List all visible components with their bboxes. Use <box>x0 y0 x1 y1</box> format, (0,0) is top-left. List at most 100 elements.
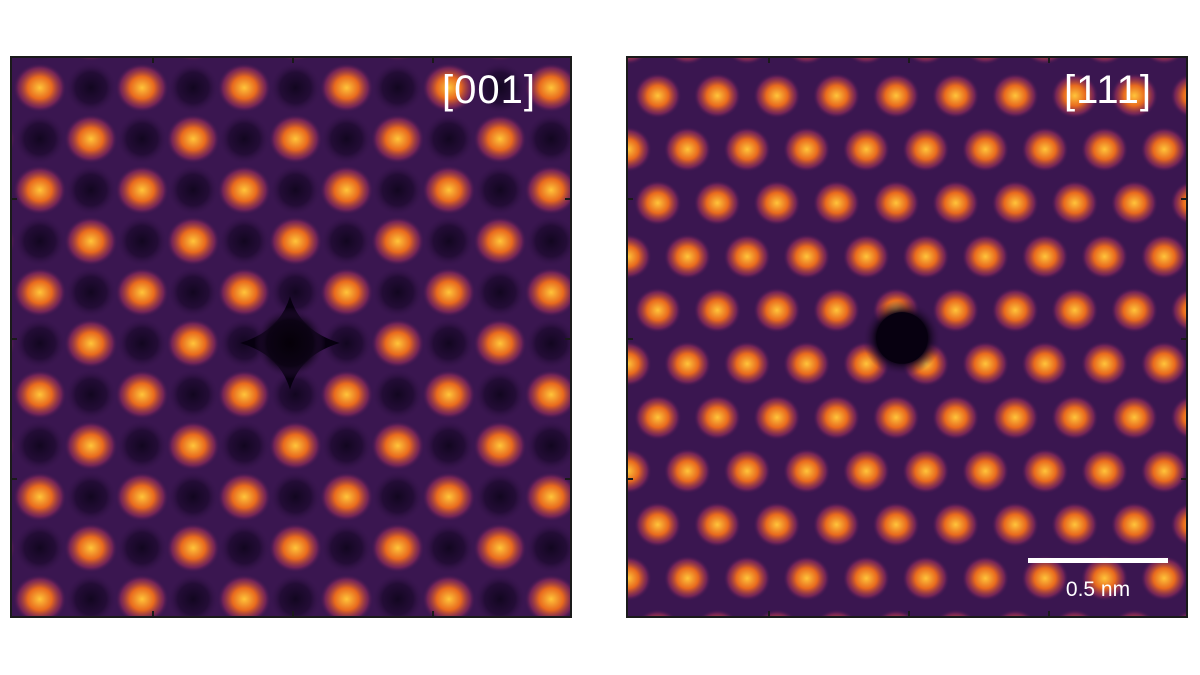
atom-column <box>1080 448 1129 494</box>
dark-atom-column <box>167 368 220 421</box>
atom-column <box>633 394 682 441</box>
dark-atom-column <box>65 164 117 216</box>
atom-column <box>628 233 652 280</box>
atom-column <box>991 72 1040 119</box>
dark-atom-column <box>536 58 566 63</box>
atom-column <box>179 58 207 62</box>
atom-column <box>931 394 980 441</box>
dark-atom-column <box>320 317 373 370</box>
atom-column <box>663 448 712 494</box>
atom-column <box>13 574 67 616</box>
axis-tick <box>432 611 434 616</box>
atom-column <box>991 287 1040 334</box>
atom-column <box>1117 609 1152 616</box>
axis-tick <box>1181 338 1186 340</box>
dark-atom-column <box>423 215 475 268</box>
atom-column <box>700 609 735 616</box>
dark-atom-column <box>218 113 271 165</box>
dark-atom-column <box>371 266 424 319</box>
dark-atom-column <box>320 215 373 268</box>
atom-column <box>1170 181 1186 225</box>
atom-column <box>166 420 221 471</box>
dark-atom-column <box>116 113 168 165</box>
atom-column <box>217 472 272 522</box>
atom-column <box>902 233 950 280</box>
atom-column <box>812 287 861 334</box>
atom-column <box>723 448 771 494</box>
atom-column <box>878 609 914 616</box>
dark-atom-column <box>167 471 220 523</box>
atom-column <box>1087 58 1122 65</box>
atom-column <box>1176 610 1186 616</box>
axis-tick <box>152 58 154 63</box>
atom-column <box>812 72 861 119</box>
atom-column <box>12 369 67 420</box>
atom-column <box>663 555 712 602</box>
atom-column <box>782 555 831 602</box>
atom-column <box>1170 74 1186 118</box>
atom-column <box>968 58 1003 65</box>
dark-atom-column <box>167 573 220 616</box>
axis-tick <box>768 611 770 616</box>
axis-tick <box>1048 611 1050 616</box>
atom-column <box>961 126 1010 173</box>
atom-column <box>1050 287 1099 334</box>
atom-column <box>938 609 973 616</box>
atom-column <box>486 58 514 62</box>
dark-atom-column <box>423 522 475 574</box>
atom-column <box>628 58 646 65</box>
axis-tick <box>768 58 770 63</box>
atom-column <box>473 318 527 369</box>
dark-atom-column <box>474 61 526 114</box>
atom-column <box>663 126 712 173</box>
atom-column <box>1080 126 1129 173</box>
atom-column <box>319 472 374 522</box>
dark-atom-column <box>320 113 373 165</box>
dark-atom-column <box>269 368 322 421</box>
atom-column <box>1080 340 1129 387</box>
dark-atom-column <box>218 419 271 472</box>
atom-column <box>473 523 527 573</box>
atom-column <box>628 448 652 494</box>
atom-column <box>872 394 920 441</box>
atom-column <box>693 180 742 226</box>
dark-atom-column <box>218 215 271 268</box>
atom-column <box>1021 555 1069 602</box>
atom-column <box>723 555 771 602</box>
atom-column <box>812 394 861 441</box>
atom-column <box>1080 233 1129 280</box>
dark-atom-column <box>474 471 526 523</box>
dark-atom-column <box>423 113 475 165</box>
atom-column <box>217 574 272 616</box>
atom-column <box>628 126 652 173</box>
dark-atom-column <box>269 164 322 216</box>
atom-column <box>524 62 570 113</box>
atom-column <box>524 574 570 616</box>
atom-column <box>12 472 67 522</box>
atom-column <box>166 114 221 164</box>
atom-column <box>1110 501 1159 548</box>
dark-atom-column <box>525 113 570 165</box>
axis-tick <box>12 478 17 480</box>
atom-column <box>849 58 884 65</box>
atom-column <box>217 62 272 113</box>
atom-column <box>663 340 712 387</box>
dark-atom-column <box>371 61 424 114</box>
atom-column <box>633 72 682 119</box>
atom-column <box>723 340 771 387</box>
axis-tick <box>1181 478 1186 480</box>
dark-atom-column <box>13 317 66 370</box>
atom-column <box>998 609 1033 616</box>
axis-tick <box>565 478 570 480</box>
axis-tick <box>432 58 434 63</box>
atom-column <box>1140 448 1186 494</box>
atom-column <box>961 340 1010 387</box>
atom-column <box>12 165 67 215</box>
dark-atom-column <box>525 522 570 574</box>
atom-column <box>64 216 118 267</box>
atom-column <box>524 165 570 215</box>
dark-atom-column <box>116 317 168 370</box>
atom-column <box>1050 180 1099 226</box>
atom-column <box>12 535 16 561</box>
dark-atom-column <box>371 573 424 616</box>
